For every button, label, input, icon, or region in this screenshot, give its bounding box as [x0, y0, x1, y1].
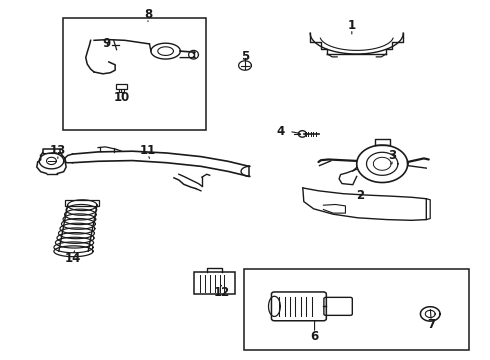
Text: 3: 3	[388, 149, 396, 162]
Text: 13: 13	[49, 144, 66, 157]
Text: 1: 1	[348, 19, 356, 32]
Text: 11: 11	[140, 144, 156, 157]
Bar	[65, 200, 99, 206]
Text: 14: 14	[64, 252, 81, 265]
Text: 10: 10	[113, 91, 130, 104]
Text: 8: 8	[144, 8, 152, 21]
Text: 9: 9	[103, 37, 111, 50]
Text: 5: 5	[241, 50, 249, 63]
Bar	[63, 18, 206, 130]
Text: 12: 12	[213, 286, 230, 299]
Bar	[116, 84, 127, 89]
Text: 6: 6	[311, 330, 319, 343]
Text: 7: 7	[427, 318, 435, 331]
Text: 2: 2	[356, 189, 364, 202]
Text: 4: 4	[276, 125, 284, 138]
Bar	[194, 272, 235, 294]
Bar	[244, 269, 469, 350]
